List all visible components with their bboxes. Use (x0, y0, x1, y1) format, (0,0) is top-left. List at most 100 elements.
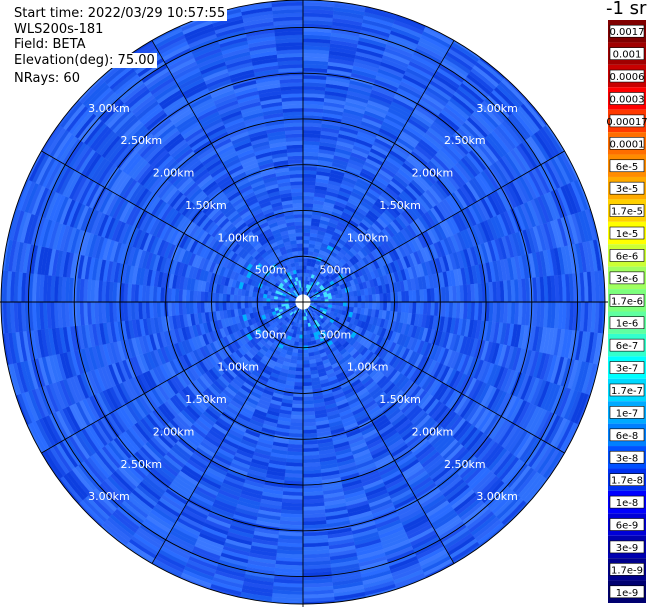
range-ring-label: 1.00km (218, 361, 260, 374)
radar-bin (302, 177, 317, 183)
radar-bin (331, 294, 336, 300)
colorbar-tick-label: 0.0006 (610, 72, 645, 83)
radar-bin (302, 239, 310, 244)
radar-bin (302, 360, 310, 365)
radar-bin (178, 301, 184, 316)
radar-bin (299, 334, 304, 339)
range-ring-label: 500m (319, 328, 351, 341)
colorbar-tick-label: 1e-6 (616, 319, 639, 330)
radar-bin (251, 296, 256, 303)
radar-bin (290, 188, 304, 193)
colorbar-tick-label: 1e-8 (616, 498, 639, 509)
radar-bin (262, 297, 267, 303)
radar-bin (364, 301, 370, 310)
radar-bin (422, 288, 428, 303)
radar-bin (292, 396, 304, 401)
radar-bin (204, 291, 209, 303)
colorbar-tick-label: 0.0003 (610, 94, 645, 105)
radar-bin (258, 297, 264, 303)
radar-bin (302, 235, 311, 241)
radar-bin (306, 334, 311, 339)
radar-bin (299, 330, 304, 336)
radar-bin (302, 213, 313, 219)
radar-bin (247, 296, 253, 303)
radar-bin (297, 352, 304, 358)
radar-bin (408, 290, 413, 303)
colorbar-tick-label: 1e-7 (616, 408, 639, 419)
radar-bin (375, 293, 381, 303)
radar-bin (302, 250, 309, 255)
radar-bin (222, 301, 227, 311)
radar-bin (298, 261, 304, 266)
radar-bin (204, 301, 209, 313)
radar-bin (302, 371, 311, 376)
radar-bin (294, 221, 304, 226)
radar-bin (335, 294, 340, 299)
range-ring-label: 1.50km (185, 393, 227, 406)
radar-bin (368, 301, 373, 310)
radar-bin (302, 224, 312, 230)
colorbar-tick-label: 3e-5 (616, 184, 639, 195)
radar-bin (200, 301, 205, 313)
radar-bin (386, 301, 392, 312)
radar-bin (298, 338, 304, 343)
radar-bin (302, 181, 316, 186)
radar-bin (295, 228, 304, 233)
radar-bin (296, 239, 304, 244)
radar-bin (295, 265, 300, 270)
range-ring-label: 2.50km (444, 134, 486, 147)
radar-bin (218, 301, 224, 311)
range-ring-label: 2.00km (153, 425, 195, 438)
colorbar-tick-label: 6e-7 (616, 341, 639, 352)
radar-bin (412, 301, 417, 315)
radar-bin (295, 363, 304, 369)
range-ring-label: 1.00km (347, 361, 389, 374)
radar-bin (302, 414, 316, 420)
radar-bin (401, 301, 406, 313)
radar-bin (200, 291, 205, 303)
radar-bin (266, 305, 271, 310)
radar-bin (302, 363, 311, 369)
radar-bin (273, 301, 278, 306)
range-ring-label: 1.50km (379, 393, 421, 406)
radar-bin (290, 414, 304, 420)
radar-bin (361, 301, 366, 309)
radar-bin (185, 301, 191, 315)
radar-bin (302, 385, 313, 391)
colorbar-tick-label: 6e-9 (616, 521, 639, 532)
colorbar-tick-label: 0.001 (613, 50, 642, 61)
radar-bin (295, 269, 301, 274)
radar-bin (302, 400, 314, 405)
radar-bin (302, 192, 315, 197)
nrays-label: NRays: 60 (12, 71, 82, 86)
radar-bin (291, 407, 304, 412)
colorbar-tick-label: 0.00017 (606, 117, 647, 128)
radar-bin (368, 294, 373, 303)
radar-bin (339, 301, 344, 307)
radar-bin (236, 294, 242, 303)
radar-bin (419, 301, 424, 315)
radar-bin (290, 184, 304, 190)
radar-bin (419, 289, 424, 303)
radar-bin (305, 330, 311, 335)
radar-bin (350, 301, 355, 308)
radar-bins (0, 0, 606, 605)
radar-bin (357, 295, 362, 303)
radar-bin (302, 268, 307, 274)
radar-bin (269, 298, 275, 303)
radar-bin (372, 301, 377, 310)
radar-bin (302, 334, 307, 339)
range-ring-label: 2.50km (120, 458, 162, 471)
radar-bin (240, 295, 245, 303)
radar-bin (291, 403, 304, 409)
radar-bin (302, 265, 307, 270)
radar-bin (408, 301, 413, 314)
radar-bin (225, 293, 231, 303)
radar-bin (193, 290, 198, 303)
radar-bin (353, 301, 359, 308)
colorbar-tick-label: 3e-6 (616, 274, 639, 285)
radar-bin (302, 261, 308, 266)
radar-bin (189, 289, 194, 303)
radar-bin (302, 246, 309, 252)
radar-bin (302, 184, 316, 190)
